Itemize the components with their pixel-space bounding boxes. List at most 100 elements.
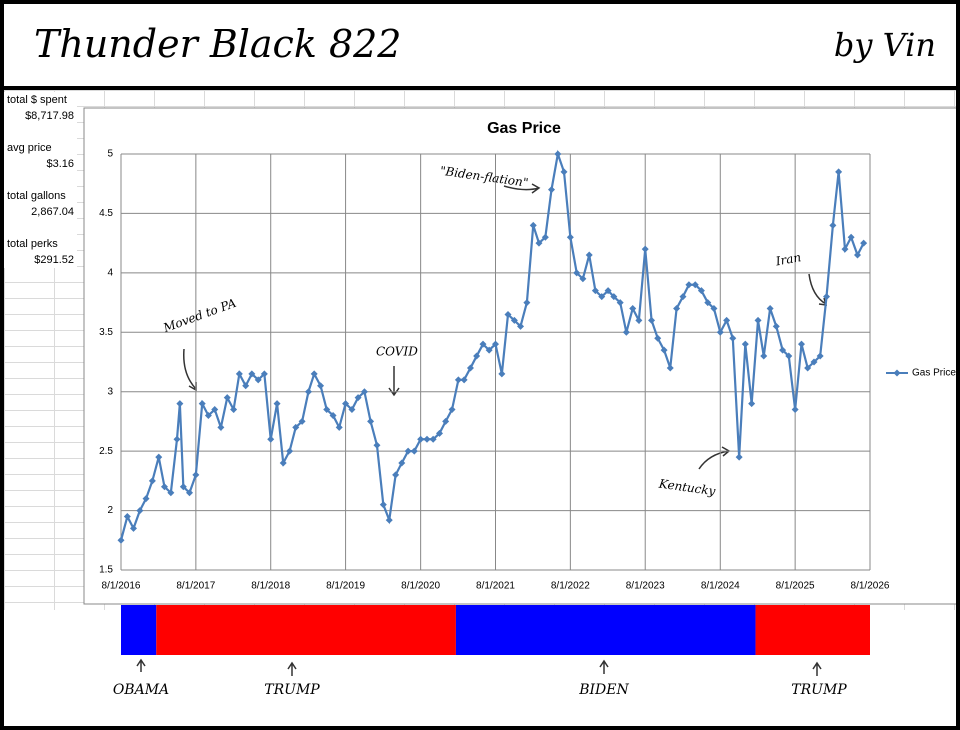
annotation: Iran <box>774 250 802 268</box>
y-tick-label: 1.5 <box>99 565 113 576</box>
marker <box>130 524 138 532</box>
marker <box>666 364 674 372</box>
marker <box>323 406 331 414</box>
marker <box>204 411 212 419</box>
x-tick-label: 8/1/2023 <box>626 581 665 592</box>
marker <box>367 417 375 425</box>
y-tick-label: 5 <box>107 149 113 160</box>
marker <box>823 293 831 301</box>
marker <box>810 358 818 366</box>
marker <box>772 322 780 330</box>
marker <box>547 186 555 194</box>
marker <box>604 287 612 295</box>
marker <box>598 293 606 301</box>
term-band <box>156 605 456 655</box>
marker <box>167 489 175 497</box>
marker <box>504 310 512 318</box>
stat-value: 2,867.04 <box>31 206 74 218</box>
marker <box>379 501 387 509</box>
marker <box>641 245 649 253</box>
marker <box>335 423 343 431</box>
marker <box>211 406 219 414</box>
term-label: TRUMP <box>791 682 847 698</box>
chart: Gas Price 1.5 2 2.5 3 3.5 4 4.5 5 8/1/2016 8/1/20… <box>83 107 956 698</box>
marker <box>317 382 325 390</box>
stat-label: total perks <box>7 238 58 250</box>
marker <box>173 435 181 443</box>
header: Thunder Black 822 by Vin <box>4 4 956 90</box>
marker <box>704 299 712 307</box>
marker <box>785 352 793 360</box>
term-band <box>121 605 157 655</box>
marker <box>735 453 743 461</box>
marker <box>691 281 699 289</box>
y-tick-label: 2.5 <box>99 446 113 457</box>
marker <box>160 483 168 491</box>
stat-value: $291.52 <box>34 254 74 266</box>
x-tick-label: 8/1/2024 <box>701 581 740 592</box>
marker <box>410 447 418 455</box>
y-tick-label: 4 <box>107 267 113 278</box>
marker <box>622 328 630 336</box>
marker <box>248 370 256 378</box>
marker <box>298 417 306 425</box>
marker <box>804 364 812 372</box>
marker <box>679 293 687 301</box>
legend-label: Gas Price <box>912 368 956 379</box>
marker <box>136 507 144 515</box>
marker <box>342 400 350 408</box>
term-label: BIDEN <box>578 682 629 698</box>
stat-label: total $ spent <box>7 94 67 106</box>
marker <box>310 370 318 378</box>
x-tick-label: 8/1/2016 <box>102 581 141 592</box>
y-tick-label: 4.5 <box>99 208 113 219</box>
legend-marker <box>893 369 901 377</box>
marker <box>492 340 499 348</box>
marker <box>123 513 131 521</box>
stat-label: avg price <box>7 142 52 154</box>
marker <box>648 316 656 324</box>
marker <box>616 299 624 307</box>
x-tick-label: 8/1/2020 <box>401 581 440 592</box>
marker <box>354 394 362 402</box>
marker <box>573 269 581 277</box>
marker <box>373 441 381 449</box>
marker <box>398 459 406 467</box>
marker <box>479 340 487 348</box>
marker <box>460 376 468 384</box>
marker <box>385 516 393 524</box>
marker <box>286 447 294 455</box>
marker <box>841 245 849 253</box>
term-band <box>755 605 870 655</box>
marker <box>729 334 737 342</box>
marker <box>498 370 506 378</box>
x-tick-label: 8/1/2018 <box>251 581 290 592</box>
y-tick-label: 3 <box>107 386 113 397</box>
marker <box>847 233 855 241</box>
marker <box>741 340 749 348</box>
x-tick-label: 8/1/2026 <box>851 581 890 592</box>
marker <box>429 435 437 443</box>
marker <box>710 305 718 313</box>
marker <box>442 417 450 425</box>
marker <box>186 489 194 497</box>
marker <box>329 411 337 419</box>
marker <box>560 168 568 176</box>
marker <box>654 334 662 342</box>
marker <box>853 251 861 259</box>
x-tick-label: 8/1/2019 <box>326 581 365 592</box>
marker <box>766 305 774 313</box>
x-tick-label: 8/1/2022 <box>551 581 590 592</box>
marker <box>591 287 599 295</box>
marker <box>117 536 125 544</box>
marker <box>423 435 431 443</box>
marker <box>485 346 493 354</box>
marker <box>697 287 705 295</box>
marker <box>448 406 456 414</box>
marker <box>155 453 163 461</box>
marker <box>660 346 668 354</box>
marker <box>192 471 200 479</box>
marker <box>230 406 238 414</box>
marker <box>436 429 444 437</box>
